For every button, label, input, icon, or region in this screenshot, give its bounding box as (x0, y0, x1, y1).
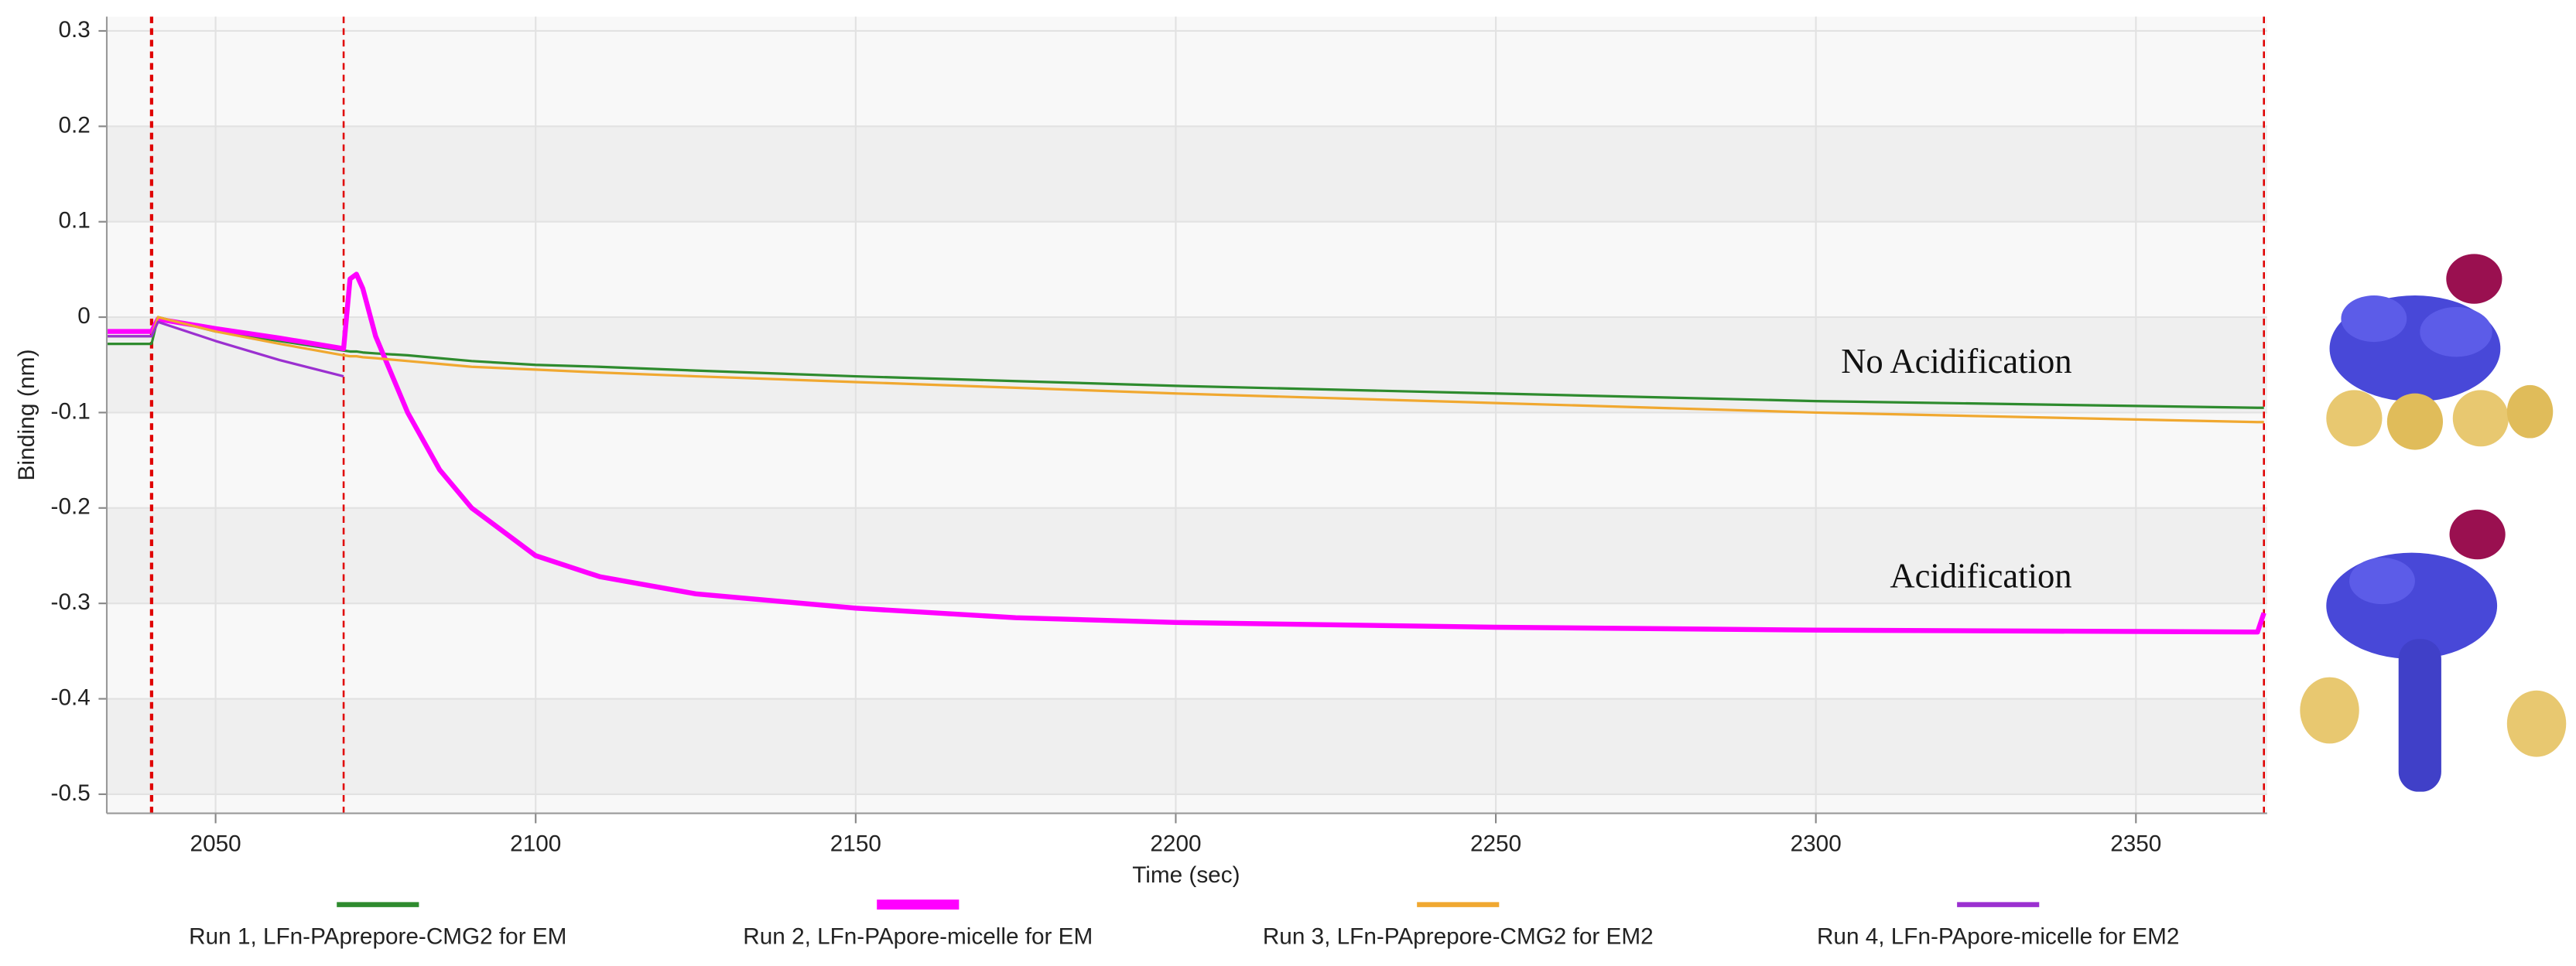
annotation: No Acidification (1841, 342, 2071, 381)
x-tick-label: 2200 (1150, 831, 1201, 856)
legend-label: Run 4, LFn-PApore-micelle for EM2 (1817, 923, 2179, 949)
y-tick-label: -0.4 (51, 684, 91, 710)
x-tick-label: 2300 (1791, 831, 1842, 856)
series-lines (107, 16, 2266, 814)
y-tick-label: 0.2 (58, 112, 90, 138)
legend-label: Run 2, LFn-PApore-micelle for EM (743, 923, 1093, 949)
grid (107, 16, 2267, 814)
y-tick-label: -0.1 (51, 398, 91, 424)
y-tick-label: -0.2 (51, 494, 91, 520)
grid-band (107, 126, 2267, 222)
series-line (107, 271, 2266, 635)
legend: Run 1, LFn-PAprepore-CMG2 for EM Run 2, L… (189, 899, 2179, 949)
axes: 0.3 0.2 0.1 0 -0.1 -0.2 -0.3 -0.4 -0.5 2050 2100 21… (51, 16, 2267, 856)
y-tick-label: -0.5 (51, 780, 91, 806)
annotation: Acidification (1890, 556, 2071, 595)
legend-label: Run 3, LFn-PAprepore-CMG2 for EM2 (1263, 923, 1654, 949)
y-axis-label: Binding (nm) (14, 349, 39, 480)
x-tick-label: 2350 (2110, 831, 2161, 856)
x-tick-label: 2100 (510, 831, 561, 856)
grid-band (107, 698, 2267, 794)
series-line (107, 316, 2264, 424)
x-axis-label: Time (sec) (1132, 862, 1240, 888)
structure-no-acidification (2326, 254, 2554, 450)
y-tick-label: 0.3 (58, 17, 90, 43)
y-tick-label: -0.3 (51, 589, 91, 615)
y-tick-label: 0.1 (58, 207, 90, 233)
x-tick-label: 2150 (830, 831, 881, 856)
series-line (107, 316, 2264, 409)
legend-label: Run 1, LFn-PAprepore-CMG2 for EM (189, 923, 566, 949)
x-tick-label: 2250 (1470, 831, 1521, 856)
y-tick-label: 0 (77, 303, 91, 329)
series-line (107, 320, 344, 378)
x-tick-label: 2050 (190, 831, 241, 856)
grid-band (107, 507, 2267, 604)
structure-acidification (2300, 509, 2567, 792)
grid-band (107, 317, 2267, 413)
